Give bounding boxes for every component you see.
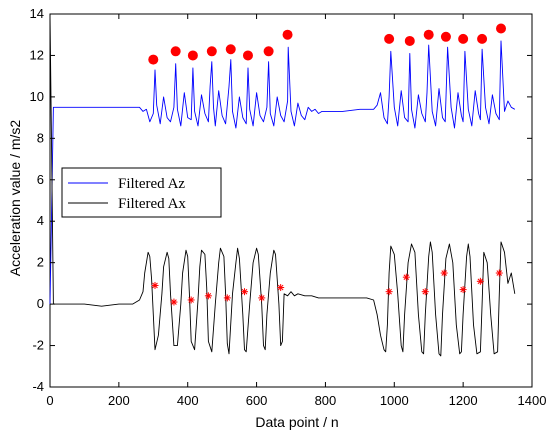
plot-frame [49, 13, 533, 388]
chart-markers [148, 23, 507, 306]
az-peak-marker [440, 31, 451, 42]
ax-point-marker [440, 269, 448, 277]
legend-label-ax: Filtered Ax [118, 196, 186, 212]
az-peak-marker [384, 33, 395, 44]
az-peak-marker [404, 35, 415, 46]
series-line-ax [49, 13, 516, 357]
legend-label-az: Filtered Az [118, 176, 185, 192]
y-tick-label: -2 [32, 338, 44, 353]
ax-point-marker [402, 273, 410, 281]
x-axis-label: Data point / n [255, 414, 338, 430]
az-peak-marker [458, 33, 469, 44]
axis-ticks: 0 200 400 600 800 1000 1200 1400 -4 -2 0 2 4 6 8 10 12 14 [30, 6, 547, 408]
az-peak-marker [206, 46, 217, 57]
y-tick-label: 10 [30, 89, 44, 104]
ax-point-marker [459, 286, 467, 294]
x-tick-label: 1400 [518, 393, 547, 408]
x-tick-label: 1200 [449, 393, 478, 408]
az-peak-marker [225, 44, 236, 55]
series-line-az [49, 40, 516, 305]
ax-point-marker [421, 288, 429, 296]
az-peak-marker [242, 50, 253, 61]
x-tick-label: 0 [46, 393, 53, 408]
az-peak-marker [263, 46, 274, 57]
ax-point-marker [241, 288, 249, 296]
x-tick-label: 800 [315, 393, 337, 408]
y-tick-label: 14 [30, 6, 44, 21]
ax-point-marker [277, 284, 285, 292]
x-tick-label: 200 [108, 393, 130, 408]
az-peak-marker [148, 54, 159, 65]
az-peak-marker [282, 29, 293, 40]
series-lines [49, 13, 516, 357]
y-tick-label: 6 [37, 172, 44, 187]
ax-point-marker [385, 288, 393, 296]
ax-point-marker [187, 296, 195, 304]
plot-area-border [49, 13, 533, 388]
ax-point-marker [495, 269, 503, 277]
ax-point-marker [170, 298, 178, 306]
ax-point-marker [258, 294, 266, 302]
y-tick-label: 8 [37, 130, 44, 145]
x-tick-label: 1000 [380, 393, 409, 408]
ax-point-marker [204, 292, 212, 300]
y-tick-label: 12 [30, 47, 44, 62]
ax-point-marker [151, 281, 159, 289]
y-tick-label: 2 [37, 255, 44, 270]
y-tick-label: -4 [32, 379, 44, 394]
y-tick-label: 0 [37, 296, 44, 311]
x-tick-label: 600 [246, 393, 268, 408]
az-peak-marker [496, 23, 507, 34]
x-tick-label: 400 [177, 393, 199, 408]
az-peak-marker [170, 46, 181, 57]
y-axis-label: Acceleration value / m/s2 [7, 120, 23, 277]
legend: Filtered Az Filtered Ax [61, 167, 222, 218]
legend-box [61, 167, 222, 218]
az-peak-marker [187, 50, 198, 61]
az-peak-marker [477, 33, 488, 44]
y-tick-label: 4 [37, 213, 44, 228]
ax-point-marker [476, 277, 484, 285]
az-peak-marker [423, 29, 434, 40]
ax-point-marker [223, 294, 231, 302]
